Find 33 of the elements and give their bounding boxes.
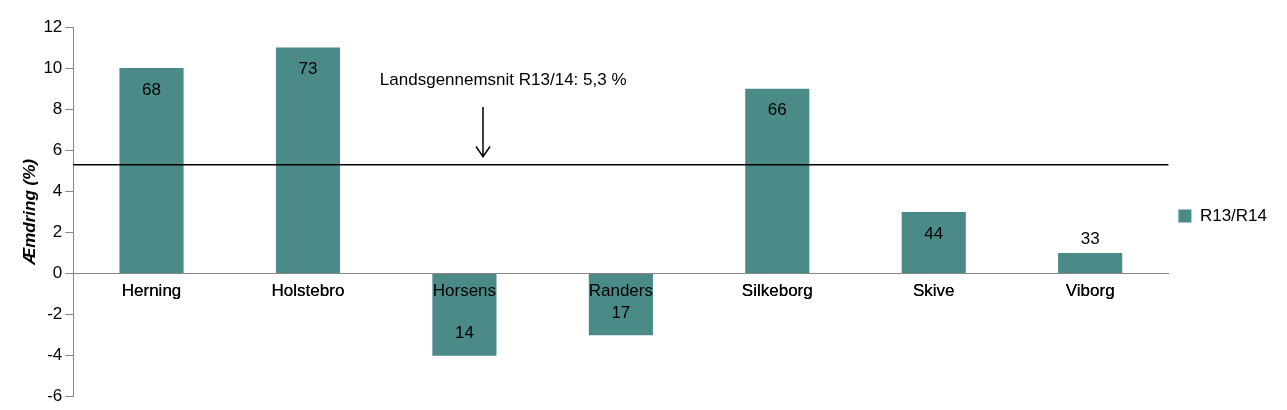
bar [432, 274, 497, 356]
y-tick-label: 12 [43, 16, 63, 36]
bar [901, 211, 966, 274]
annotation: 33 [1080, 228, 1100, 248]
annotation: 66 [767, 100, 787, 120]
y-tick-label: 0 [52, 263, 63, 283]
annotation: 14 [454, 323, 474, 343]
x-tick-label: Randers [588, 281, 653, 301]
legend-label: R13/R14 [1199, 205, 1268, 225]
annotation: 73 [298, 59, 318, 79]
y-tick-label: 2 [52, 222, 63, 242]
bar [275, 47, 341, 274]
y-tick-label: -2 [47, 304, 63, 324]
x-tick-label: Silkeborg [741, 281, 813, 301]
annotation: 44 [924, 223, 944, 243]
annotation: 17 [611, 302, 631, 322]
bar [119, 68, 184, 274]
y-tick-label: 8 [52, 98, 63, 118]
y-tick-label: 6 [52, 139, 63, 159]
y-axis-title: Æmdring (%) [19, 158, 39, 266]
y-tick-label: 4 [52, 181, 63, 201]
x-tick-label: Viborg [1065, 281, 1115, 301]
x-tick-label: Horsens [432, 281, 497, 301]
bar [1058, 252, 1123, 274]
ref-line-label: Landsgennemsnit R13/14: 5,3 % [379, 69, 627, 89]
annotation: 68 [142, 79, 161, 99]
x-tick-label: Herning [121, 281, 182, 301]
y-tick-label: 10 [43, 57, 63, 77]
x-tick-label: Skive [912, 281, 955, 301]
x-tick-label: Holstebro [271, 281, 345, 301]
bar [745, 88, 810, 274]
y-tick-label: -6 [47, 386, 63, 406]
y-tick-label: -4 [47, 345, 63, 365]
